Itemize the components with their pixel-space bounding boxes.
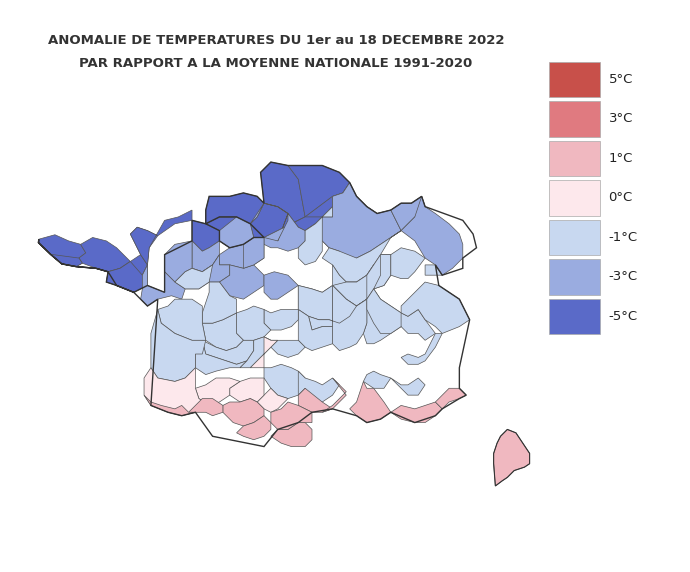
Polygon shape [298,285,357,323]
Polygon shape [165,241,192,282]
Polygon shape [391,402,442,423]
Polygon shape [175,255,219,289]
Polygon shape [39,235,86,267]
Polygon shape [257,388,288,412]
Polygon shape [288,196,333,231]
Polygon shape [333,275,374,306]
Polygon shape [264,203,322,231]
Polygon shape [175,265,213,289]
Polygon shape [391,378,425,395]
Polygon shape [298,285,357,323]
Polygon shape [343,182,377,220]
Polygon shape [333,265,381,306]
Text: -1°C: -1°C [609,231,638,244]
Polygon shape [401,196,463,275]
Polygon shape [230,378,264,402]
Polygon shape [333,285,367,351]
Polygon shape [195,340,247,375]
Text: 1°C: 1°C [609,152,633,165]
Polygon shape [264,364,305,399]
Polygon shape [158,299,206,340]
Polygon shape [298,285,346,309]
Polygon shape [391,196,425,237]
Polygon shape [50,255,82,267]
Polygon shape [367,265,435,340]
Text: -3°C: -3°C [609,271,638,283]
Polygon shape [237,416,271,440]
Polygon shape [192,220,219,251]
Polygon shape [357,265,381,306]
Polygon shape [298,388,333,412]
Text: 0°C: 0°C [609,192,633,204]
Polygon shape [188,399,223,416]
Polygon shape [261,162,305,224]
Polygon shape [298,309,333,351]
Polygon shape [202,282,237,323]
Polygon shape [106,261,148,292]
Polygon shape [271,423,312,447]
Polygon shape [425,265,442,275]
Polygon shape [130,227,158,265]
Polygon shape [367,289,401,333]
Polygon shape [401,333,442,364]
Polygon shape [250,203,264,224]
Polygon shape [374,255,391,289]
Polygon shape [206,193,264,224]
Polygon shape [192,241,219,272]
Text: 5°C: 5°C [609,73,633,86]
Polygon shape [219,237,264,268]
Polygon shape [288,165,350,217]
Polygon shape [298,206,333,265]
Polygon shape [322,378,346,412]
Text: PAR RAPPORT A LA MOYENNE NATIONALE 1991-2020: PAR RAPPORT A LA MOYENNE NATIONALE 1991-… [79,57,473,70]
Polygon shape [298,371,339,402]
Text: ANOMALIE DE TEMPERATURES DU 1er au 18 DECEMBRE 2022: ANOMALIE DE TEMPERATURES DU 1er au 18 DE… [48,34,504,47]
Polygon shape [391,248,425,279]
Polygon shape [308,285,357,330]
Polygon shape [264,182,425,261]
Polygon shape [305,182,401,261]
Polygon shape [240,337,277,368]
Polygon shape [219,217,254,248]
Text: -5°C: -5°C [609,310,638,323]
Polygon shape [195,378,240,406]
Text: 3°C: 3°C [609,113,633,125]
Polygon shape [144,368,209,416]
Polygon shape [250,337,277,368]
Polygon shape [237,306,271,340]
Polygon shape [144,395,195,416]
Polygon shape [79,237,130,272]
Polygon shape [271,402,312,430]
Polygon shape [364,371,391,388]
Polygon shape [202,313,244,351]
Polygon shape [202,340,254,364]
Polygon shape [244,227,284,268]
Polygon shape [264,337,305,358]
Polygon shape [264,272,298,299]
Polygon shape [106,255,148,285]
Polygon shape [130,210,192,265]
Polygon shape [364,299,401,344]
Polygon shape [250,203,291,241]
Polygon shape [322,237,391,282]
Polygon shape [223,399,264,426]
Polygon shape [264,309,298,330]
Polygon shape [367,255,391,299]
Polygon shape [206,217,254,248]
Polygon shape [435,388,466,409]
Polygon shape [493,430,530,486]
Polygon shape [141,265,185,306]
Polygon shape [401,282,470,333]
Polygon shape [151,309,206,382]
Polygon shape [202,255,230,282]
Polygon shape [350,382,391,423]
Polygon shape [219,265,264,299]
